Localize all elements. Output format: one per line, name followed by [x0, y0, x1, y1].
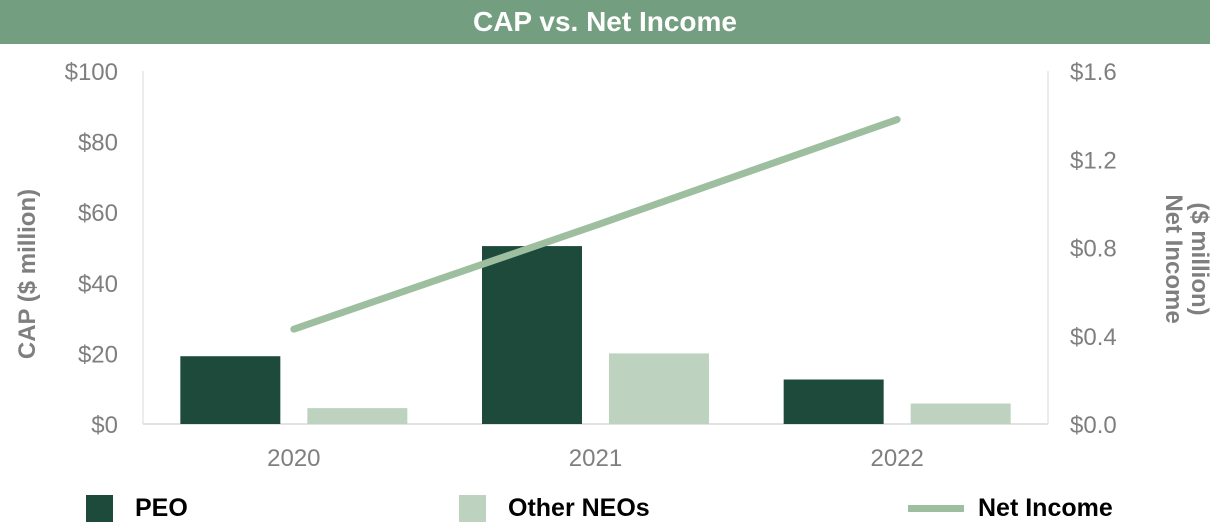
legend-item-peo: PEO: [86, 490, 188, 526]
legend-swatch-peo: [86, 494, 113, 522]
y-tick-label: $0: [91, 412, 118, 439]
y2-tick-label: $1.2: [1070, 147, 1117, 174]
chart-title: CAP vs. Net Income: [472, 6, 738, 37]
chart-title-bar: CAP vs. Net Income: [0, 0, 1210, 44]
bar-other-neos-2020: [307, 408, 408, 424]
legend-swatch-other-neos: [459, 494, 486, 522]
x-tick-label: 2021: [569, 445, 622, 472]
x-tick-label: 2020: [267, 445, 320, 472]
legend-label-other-neos: Other NEOs: [508, 493, 650, 522]
line-net-income: [290, 116, 901, 333]
legend-item-other-neos: Other NEOs: [459, 490, 650, 526]
legend-swatch-net-income: [908, 504, 964, 512]
y-tick-label: $40: [78, 271, 118, 298]
bar-other-neos-2022: [910, 403, 1011, 424]
y2-tick-label: $0.0: [1070, 412, 1117, 439]
bar-peo-2021: [482, 246, 582, 424]
y2-axis-title-line2: ($ million): [1186, 202, 1210, 315]
bar-peo-2022: [783, 379, 884, 424]
y2-tick-label: $0.4: [1070, 324, 1117, 351]
x-tick-label: 2022: [870, 445, 923, 472]
y-tick-label: $20: [78, 341, 118, 368]
bar-other-neos-2021: [609, 353, 709, 424]
y-tick-label: $60: [78, 200, 118, 227]
y2-tick-label: $0.8: [1070, 236, 1117, 263]
legend-label-net-income: Net Income: [978, 493, 1113, 522]
bar-peo-2020: [180, 356, 281, 424]
y-tick-label: $100: [65, 59, 118, 86]
y2-axis-title-line1: Net Income: [1160, 194, 1187, 323]
y-tick-label: $80: [78, 130, 118, 157]
y-axis-title: CAP ($ million): [14, 189, 41, 359]
legend-item-net-income: Net Income: [908, 490, 1113, 526]
y2-tick-label: $1.6: [1070, 59, 1117, 86]
legend-label-peo: PEO: [135, 493, 188, 522]
